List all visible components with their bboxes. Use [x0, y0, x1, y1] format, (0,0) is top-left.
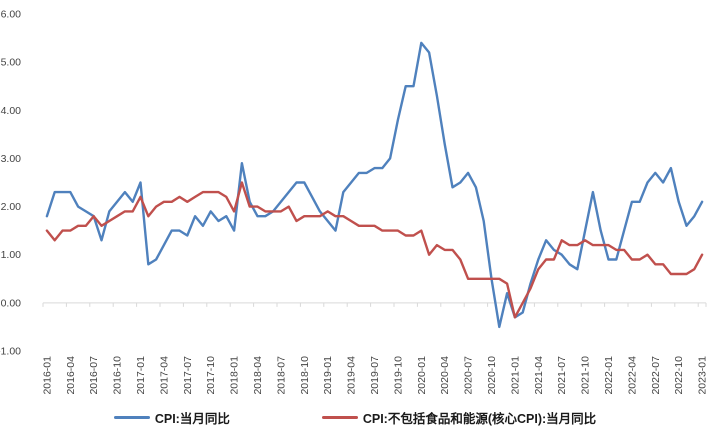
svg-text:2016-04: 2016-04: [65, 356, 77, 395]
svg-text:2021-10: 2021-10: [580, 356, 592, 395]
svg-text:2023-01: 2023-01: [697, 356, 709, 395]
svg-text:2018-01: 2018-01: [229, 356, 241, 395]
legend-item-core-cpi: CPI:不包括食品和能源(核心CPI):当月同比: [321, 408, 597, 427]
svg-text:2019-10: 2019-10: [392, 356, 404, 395]
svg-text:2021-01: 2021-01: [509, 356, 521, 395]
svg-text:2020-07: 2020-07: [463, 356, 475, 395]
svg-text:2020-04: 2020-04: [439, 356, 451, 395]
svg-text:3.00: 3.00: [1, 153, 22, 165]
svg-text:2020-01: 2020-01: [416, 356, 428, 395]
svg-text:0.00: 0.00: [1, 297, 22, 309]
chart-legend: CPI:当月同比 CPI:不包括食品和能源(核心CPI):当月同比: [0, 408, 710, 427]
svg-text:2016-07: 2016-07: [88, 356, 100, 395]
svg-text:1.00: 1.00: [1, 249, 22, 261]
svg-text:5.00: 5.00: [1, 57, 22, 69]
x-axis-line: [42, 302, 707, 307]
svg-text:2022-10: 2022-10: [673, 356, 685, 395]
core-cpi-series-label: CPI:不包括食品和能源(核心CPI):当月同比: [362, 412, 597, 426]
svg-text:2021-04: 2021-04: [533, 356, 545, 395]
svg-text:2017-10: 2017-10: [205, 356, 217, 395]
svg-text:2016-10: 2016-10: [112, 356, 124, 395]
data-series-lines: [45, 41, 704, 329]
svg-text:-1.00: -1.00: [0, 346, 21, 358]
svg-text:2016-01: 2016-01: [41, 356, 53, 395]
svg-text:2022-07: 2022-07: [650, 356, 662, 395]
svg-text:2021-07: 2021-07: [556, 356, 568, 395]
legend-item-cpi: CPI:当月同比: [113, 408, 230, 427]
svg-text:2022-01: 2022-01: [603, 356, 615, 395]
core-cpi-series-swatch: [321, 415, 358, 420]
svg-text:6.00: 6.00: [1, 9, 22, 21]
svg-text:2018-04: 2018-04: [252, 356, 264, 395]
svg-text:2017-07: 2017-07: [182, 356, 194, 395]
svg-text:2022-04: 2022-04: [626, 356, 638, 395]
svg-text:2017-04: 2017-04: [158, 356, 170, 395]
x-axis-tick-labels: 2016-01 2016-04 2016-07 2016-10 2017-01 2017-…: [41, 356, 708, 395]
svg-text:2020-10: 2020-10: [486, 356, 498, 395]
svg-text:2018-10: 2018-10: [299, 356, 311, 395]
svg-text:2018-07: 2018-07: [275, 356, 287, 395]
svg-text:2017-01: 2017-01: [135, 356, 147, 395]
svg-text:2019-01: 2019-01: [322, 356, 334, 395]
y-axis-tick-labels: 6.00 5.00 4.00 3.00 2.00 1.00 0.00 -1.00: [0, 9, 21, 358]
svg-text:2019-04: 2019-04: [346, 356, 358, 395]
cpi-series-swatch: [113, 415, 150, 420]
svg-text:2.00: 2.00: [1, 201, 22, 213]
svg-text:4.00: 4.00: [1, 105, 22, 117]
svg-text:2019-07: 2019-07: [369, 356, 381, 395]
cpi-series-label: CPI:当月同比: [154, 412, 230, 426]
